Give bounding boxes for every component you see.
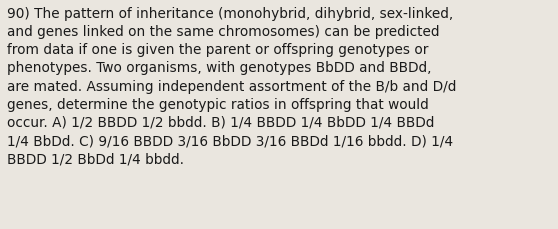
Text: 90) The pattern of inheritance (monohybrid, dihybrid, sex-linked,
and genes link: 90) The pattern of inheritance (monohybr… [7,7,456,166]
